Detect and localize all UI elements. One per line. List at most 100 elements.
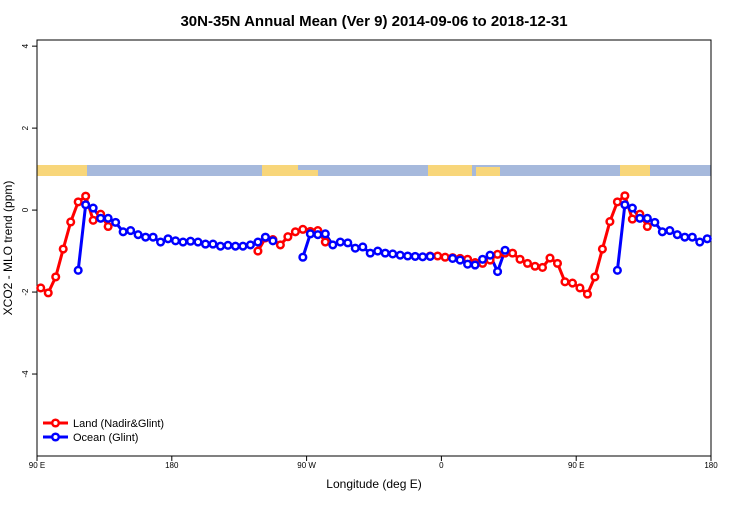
data-point [290,227,300,237]
data-point [66,217,76,227]
data-point [373,246,383,256]
data-point [350,243,360,253]
data-point [73,265,83,275]
data-point [245,240,255,250]
data-point [51,272,61,282]
data-point [627,214,637,224]
data-point [358,242,368,252]
data-point [695,237,705,247]
data-point [141,232,151,242]
data-point [410,251,420,261]
legend-label: Land (Nadir&Glint) [73,418,164,430]
data-point [485,250,495,260]
data-point [320,229,330,239]
data-point [156,237,166,247]
data-point [103,213,113,223]
data-point [126,226,136,236]
data-point [335,237,345,247]
data-point [73,197,83,207]
y-tick-label: -2 [21,288,30,296]
data-point [657,227,667,237]
data-point [96,213,106,223]
data-point [687,232,697,242]
data-point [185,236,196,246]
data-point [238,241,248,251]
data-point [530,261,540,271]
plot-frame [36,39,712,457]
data-point [403,251,413,261]
data-point [305,229,315,239]
data-point [200,239,211,249]
data-point [425,251,435,261]
data-point [575,283,585,293]
data-point [650,217,660,227]
data-point [418,252,428,262]
data-point [36,283,46,293]
data-point [283,232,293,242]
data-point [612,265,622,275]
data-point [328,240,338,250]
data-point [215,241,226,251]
data-point [133,230,143,240]
x-axis-label: Longitude (deg E) [326,477,421,491]
x-tick-label: 90 E [568,461,584,470]
data-point [230,241,241,251]
x-tick-label: 90 W [297,461,316,470]
data-point [320,237,330,247]
data-point [440,252,450,262]
y-axis-label: XCO2 - MLO trend (ppm) [1,181,15,316]
x-tick-label: 0 [439,461,444,470]
data-point [463,259,473,269]
data-point [470,260,480,270]
data-point [627,203,637,213]
data-point [620,200,630,210]
data-point [597,244,607,254]
x-tick-label: 90 E [29,461,45,470]
data-point [665,226,675,236]
data-point [343,238,353,248]
data-point [642,213,652,223]
data-point [313,230,323,240]
data-point [81,191,91,201]
data-point [193,237,203,247]
data-point [702,234,712,244]
data-point [590,272,600,282]
data-point [448,253,458,264]
data-point [642,221,652,232]
data-point [380,248,390,258]
data-point [680,232,690,242]
data-point [567,278,578,288]
data-point [88,203,98,213]
data-point [433,251,443,261]
data-point [672,230,682,240]
data-point [58,244,68,254]
data-point [605,217,615,227]
data-point [395,250,405,260]
legend-marker [50,432,61,442]
data-point [493,267,503,277]
data-point [507,248,518,258]
data-point [635,213,645,223]
data-point [500,245,510,255]
data-point [582,289,592,299]
data-point [43,288,53,298]
data-point [522,258,533,268]
data-point [493,249,503,259]
data-point [478,254,488,264]
legend-marker [50,418,61,428]
data-point [178,237,188,247]
data-point [268,236,278,246]
data-point [298,224,308,234]
legend-label: Ocean (Glint) [73,432,138,444]
data-point [298,252,308,262]
data-point [620,191,630,201]
data-point [223,240,233,250]
x-tick-label: 180 [704,461,718,470]
data-point [552,258,563,268]
data-point [148,232,158,242]
data-point [455,255,465,265]
data-point [111,217,121,227]
data-point [170,236,181,246]
y-tick-label: 4 [21,43,30,48]
